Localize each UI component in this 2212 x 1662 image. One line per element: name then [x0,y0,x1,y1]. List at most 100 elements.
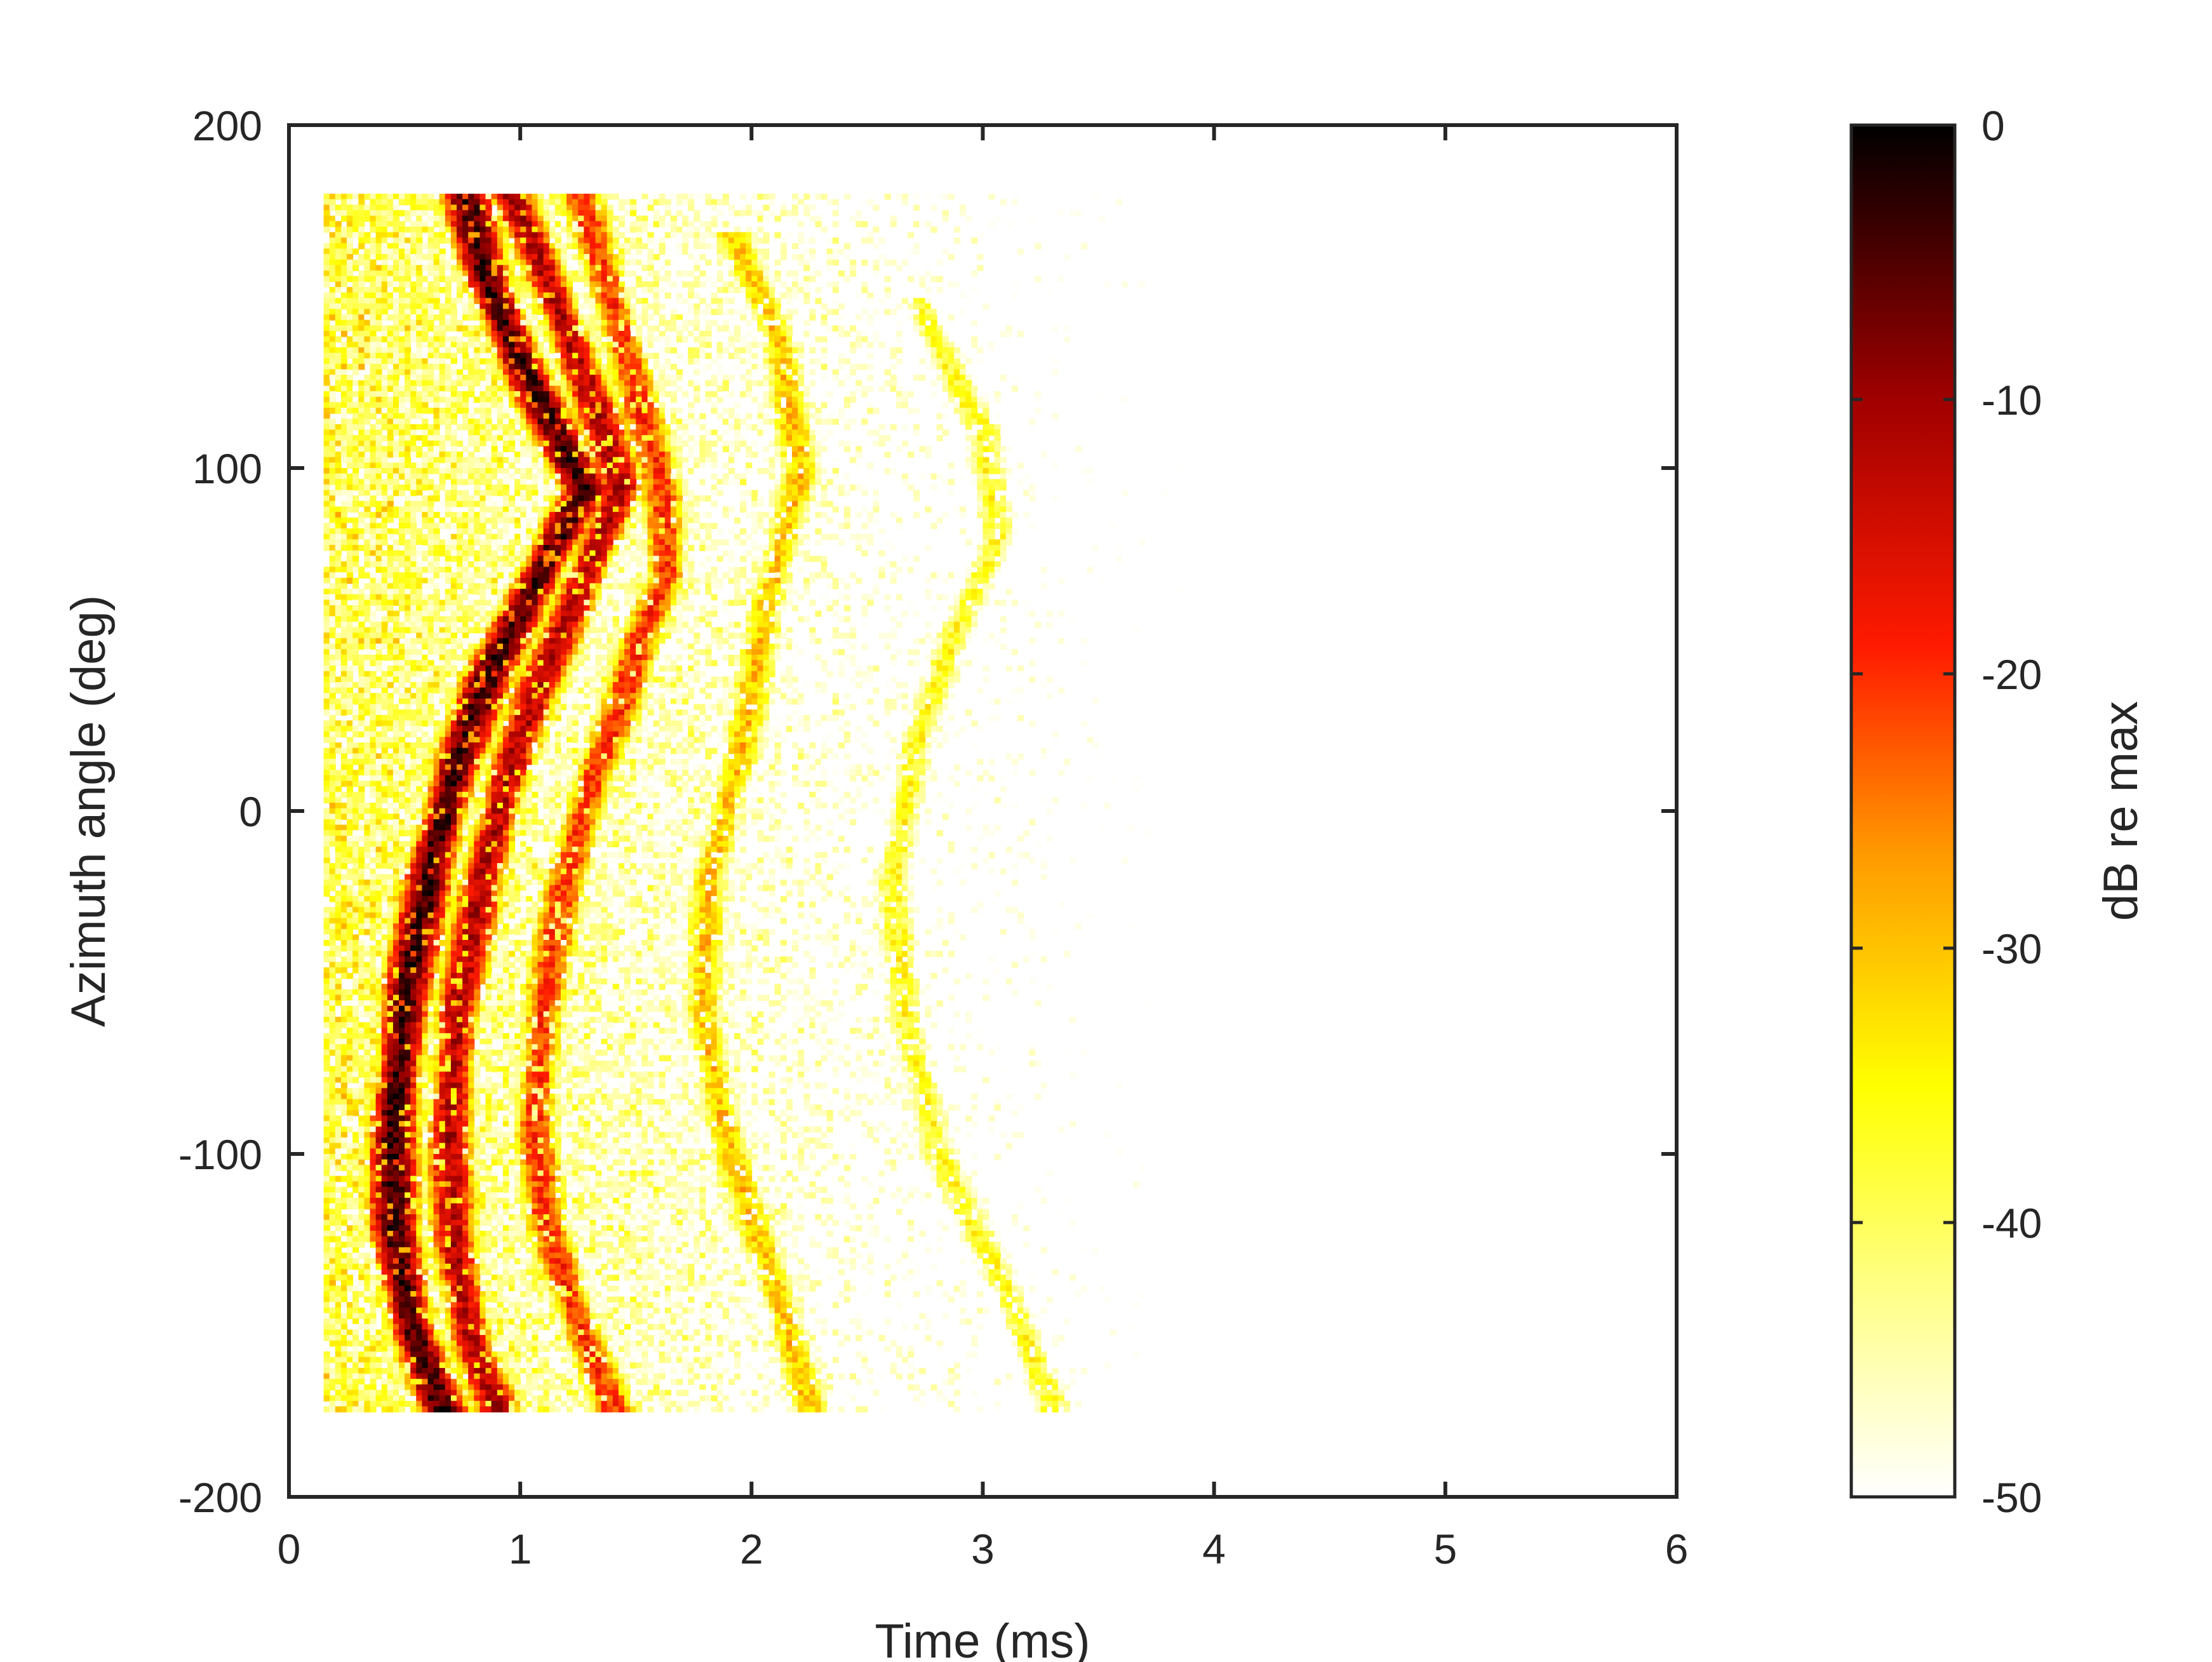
heatmap-cell [543,457,550,464]
heatmap-cell [746,342,753,348]
heatmap-cell [502,446,509,452]
heatmap-cell [335,204,342,211]
heatmap-cell [375,402,382,408]
heatmap-cell [572,238,579,244]
heatmap-cell [798,495,805,502]
heatmap-cell [867,479,874,485]
heatmap-cell [450,271,457,277]
heatmap-cell [601,479,608,485]
heatmap-cell [526,363,533,370]
heatmap-cell [960,309,967,315]
heatmap-cell [347,495,354,502]
heatmap-cell [479,408,486,414]
heatmap-cell [445,402,452,408]
heatmap-cell [392,325,399,332]
heatmap-cell [323,281,330,288]
heatmap-cell [370,347,377,354]
heatmap-cell [711,319,718,326]
heatmap-cell [988,495,995,502]
heatmap-cell [982,303,989,310]
heatmap-cell [595,352,602,359]
heatmap-cell [751,440,758,447]
heatmap-cell [578,336,585,343]
heatmap-cell [422,298,429,304]
heatmap-cell [664,528,671,535]
heatmap-cell [422,369,429,376]
heatmap-cell [485,286,492,293]
heatmap-cell [612,429,619,436]
heatmap-cell [584,276,591,283]
heatmap-cell [323,413,330,420]
heatmap-cell [340,473,347,480]
heatmap-cell [965,215,972,222]
heatmap-cell [491,232,498,239]
heatmap-cell [364,419,371,425]
heatmap-cell [728,457,735,464]
heatmap-cell [370,391,377,398]
heatmap-cell [942,413,949,420]
heatmap-cell [335,265,342,271]
heatmap-cell [445,309,452,315]
heatmap-cell [422,424,429,431]
heatmap-cell [364,194,371,200]
heatmap-cell [392,424,399,431]
heatmap-cell [543,292,550,299]
heatmap-cell [566,408,573,414]
heatmap-cell [340,259,347,266]
heatmap-cell [514,523,521,529]
heatmap-cell [734,276,741,283]
heatmap-cell [422,243,429,250]
heatmap-cell [347,429,354,436]
heatmap-cell [780,243,787,250]
heatmap-cell [664,479,671,485]
heatmap-cell [410,194,417,200]
heatmap-cell [468,215,475,222]
heatmap-cell [439,286,446,293]
heatmap-cell [682,490,689,497]
heatmap-cell [462,495,469,502]
heatmap-cell [850,325,857,332]
heatmap-cell [445,380,452,387]
heatmap-cell [624,413,631,420]
heatmap-cell [664,457,671,464]
heatmap-cell [595,468,602,474]
heatmap-cell [647,484,654,491]
heatmap-cell [329,271,336,277]
heatmap-cell [422,331,429,337]
heatmap-cell [375,435,382,441]
heatmap-cell [977,435,984,441]
heatmap-cell [532,314,539,321]
heatmap-cell [450,369,457,376]
heatmap-cell [809,468,816,474]
heatmap-cell [347,440,354,447]
heatmap-cell [474,281,481,288]
heatmap-cell [335,325,342,332]
heatmap-cell [520,238,527,244]
heatmap-cell [474,495,481,502]
heatmap-cell [584,281,591,288]
heatmap-cell [537,468,544,474]
heatmap-cell [751,281,758,288]
heatmap-cell [405,199,412,206]
heatmap-cell [329,512,336,518]
heatmap-cell [595,325,602,332]
heatmap-cell [566,292,573,299]
heatmap-cell [607,194,613,200]
heatmap-cell [705,199,712,206]
heatmap-cell [502,271,509,277]
heatmap-cell [653,276,660,283]
heatmap-cell [543,226,550,233]
heatmap-cell [352,462,359,469]
heatmap-cell [942,402,949,408]
heatmap-cell [358,286,365,293]
heatmap-cell [919,298,926,304]
heatmap-cell [682,506,689,513]
heatmap-cell [589,325,596,332]
heatmap-cell [358,533,365,540]
heatmap-cell [699,336,706,343]
heatmap-cell [589,484,596,491]
heatmap-cell [450,204,457,211]
heatmap-cell [323,468,330,474]
heatmap-cell [792,462,799,469]
heatmap-cell [809,271,816,277]
